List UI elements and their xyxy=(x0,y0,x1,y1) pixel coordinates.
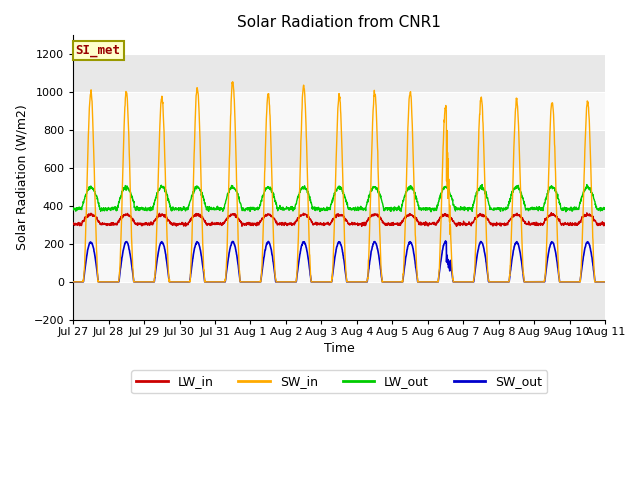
Bar xyxy=(73,92,605,130)
Bar xyxy=(73,168,605,206)
Y-axis label: Solar Radiation (W/m2): Solar Radiation (W/m2) xyxy=(15,105,28,251)
Bar xyxy=(73,244,605,282)
Title: Solar Radiation from CNR1: Solar Radiation from CNR1 xyxy=(237,15,441,30)
Legend: LW_in, SW_in, LW_out, SW_out: LW_in, SW_in, LW_out, SW_out xyxy=(131,370,547,393)
Bar xyxy=(73,130,605,168)
Text: SI_met: SI_met xyxy=(76,44,121,57)
Bar xyxy=(73,206,605,244)
Bar xyxy=(73,54,605,92)
X-axis label: Time: Time xyxy=(324,342,355,355)
Bar xyxy=(73,282,605,320)
